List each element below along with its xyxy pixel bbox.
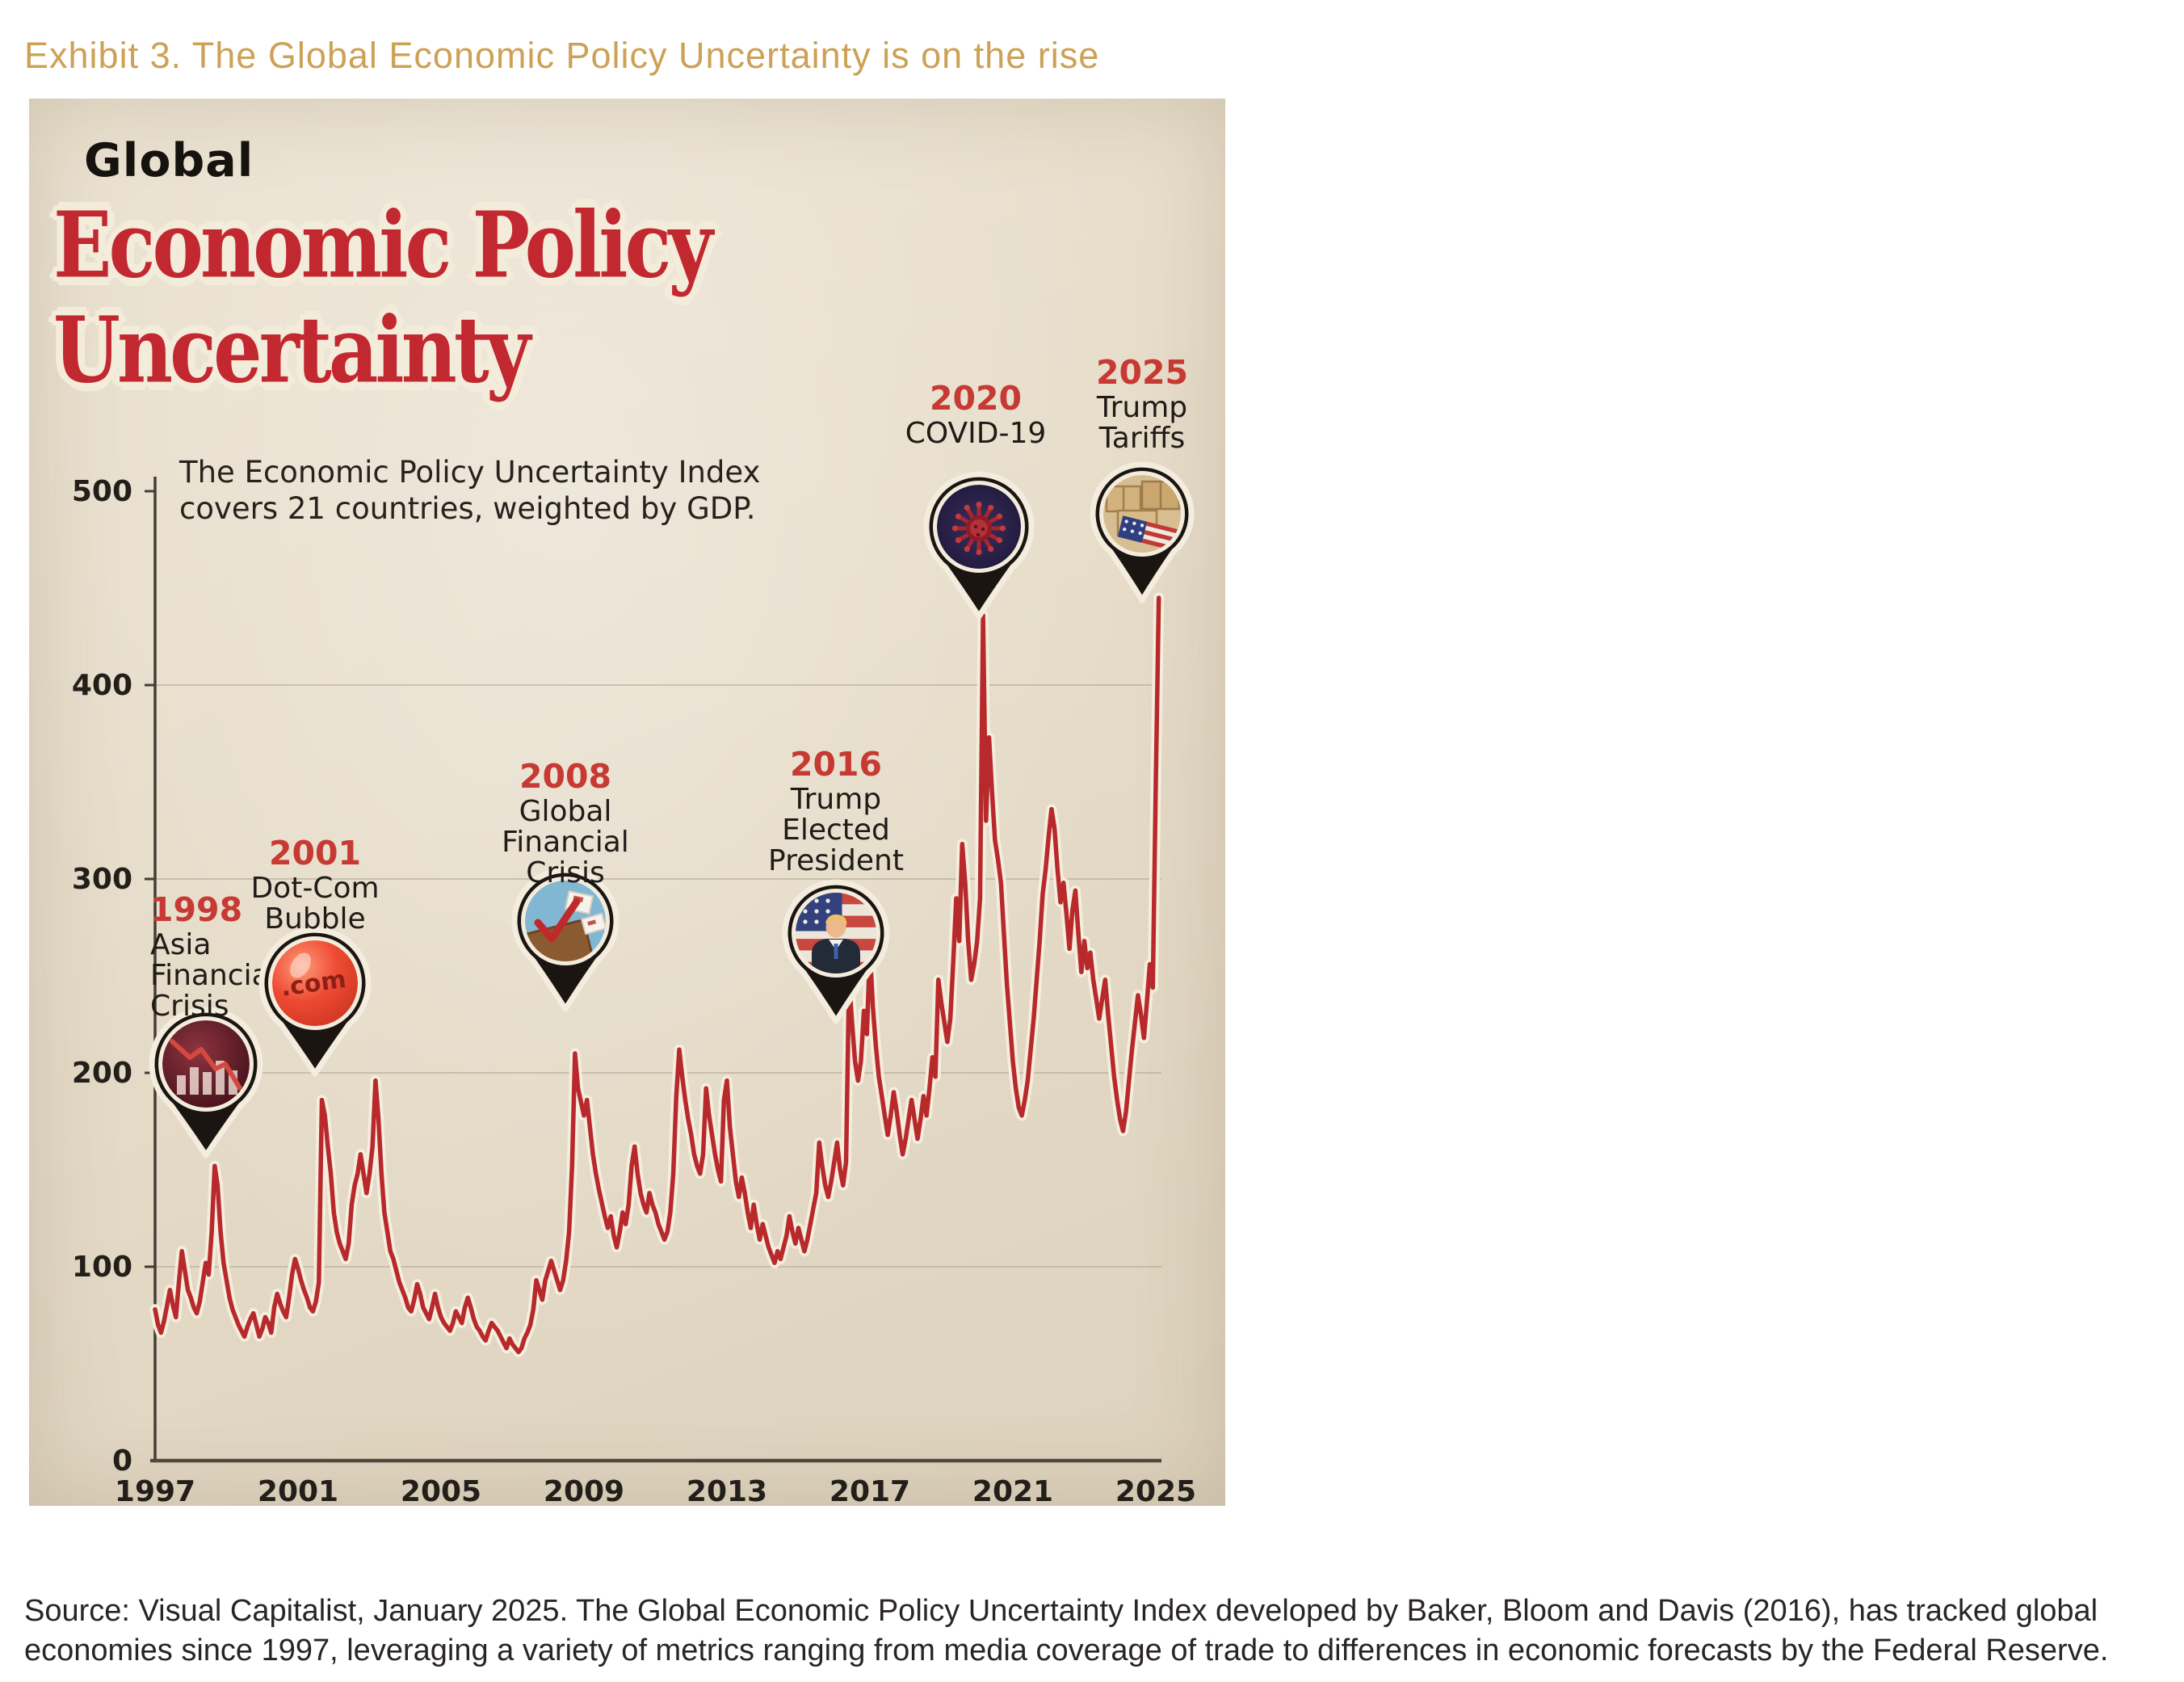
pin-content	[796, 893, 876, 973]
epu-line-chart: 0 100 200 300 400 500 1997 2001 2005 2009 2013 2017…	[72, 353, 1196, 1506]
y-tick-label-200: 200	[72, 1057, 132, 1090]
annotation-year-2001: 2001	[269, 834, 361, 873]
y-tick-label-0: 0	[112, 1444, 132, 1478]
annotation-label-2008-line2: Financial	[502, 826, 629, 859]
annotation-label-1998-line3: Crisis	[150, 990, 229, 1023]
exhibit-title: Exhibit 3. The Global Economic Policy Un…	[24, 35, 1100, 77]
annotation-year-2016: 2016	[790, 745, 882, 784]
x-tick-label-2017: 2017	[830, 1475, 910, 1506]
annotation-label-1998-line2: Financial	[150, 959, 278, 992]
annotation-pin-2025	[1090, 461, 1195, 603]
annotation-label-2001-line1: Dot-Com	[250, 872, 379, 905]
annotation-pin-2020	[923, 471, 1035, 620]
annotation-label-2008-line1: Global	[519, 795, 612, 828]
annotation-label-2016-line1: Trump	[790, 783, 881, 816]
epu-line	[153, 595, 1161, 1355]
annotation-pin-2001: .com	[258, 927, 372, 1077]
annotation-year-2020: 2020	[930, 379, 1022, 418]
annotation-year-2025: 2025	[1096, 353, 1188, 392]
pin-content: .com	[272, 940, 358, 1026]
annotation-label-2025-line1: Trump	[1096, 391, 1187, 424]
annotation-year-2008: 2008	[519, 757, 611, 796]
x-tick-label-2025: 2025	[1115, 1475, 1196, 1506]
y-tick-label-500: 500	[72, 475, 132, 508]
annotation-label-1998-line1: Asia	[150, 928, 211, 961]
source-note: Source: Visual Capitalist, January 2025.…	[24, 1594, 2109, 1667]
y-tick-label-300: 300	[72, 863, 132, 896]
annotation-label-2016-line3: President	[768, 844, 904, 877]
y-tick-label-400: 400	[72, 669, 132, 702]
x-tick-label-1997: 1997	[115, 1475, 195, 1506]
annotation-label-2020-line1: COVID-19	[905, 417, 1047, 450]
annotation-label-2016-line2: Elected	[782, 814, 890, 847]
annotation-label-2001-line2: Bubble	[264, 902, 365, 936]
infographic-title-line1: Economic Policy	[53, 191, 713, 299]
pin-content	[937, 485, 1021, 569]
x-tick-label-2021: 2021	[972, 1475, 1053, 1506]
infographic-title: Economic Policy Uncertainty	[53, 191, 713, 403]
annotation-pin-2008	[511, 867, 620, 1012]
chart-subtitle-line2: covers 21 countries, weighted by GDP.	[179, 491, 756, 526]
epu-infographic: Global Economic Policy Uncertainty The E…	[29, 99, 1225, 1506]
annotation-label-2025-line2: Tariffs	[1098, 422, 1185, 455]
annotation-pin-2016	[782, 879, 890, 1024]
y-tick-label-100: 100	[72, 1251, 132, 1284]
infographic-title-line2: Uncertainty	[53, 296, 531, 403]
infographic-kicker: Global	[84, 134, 254, 187]
chart-subtitle-line1: The Economic Policy Uncertainty Index	[179, 455, 761, 490]
chart-subtitle: The Economic Policy Uncertainty Index co…	[179, 454, 760, 527]
x-tick-label-2009: 2009	[544, 1475, 624, 1506]
annotation-label-2008-line3: Crisis	[526, 856, 604, 889]
x-tick-label-2005: 2005	[401, 1475, 481, 1506]
annotation-pin-1998	[149, 1007, 263, 1158]
pin-content	[162, 1020, 250, 1108]
annotation-year-1998: 1998	[150, 890, 242, 929]
dotcom-balloon-icon	[272, 940, 358, 1026]
x-tick-label-2013: 2013	[687, 1475, 767, 1506]
x-tick-label-2001: 2001	[258, 1475, 338, 1506]
